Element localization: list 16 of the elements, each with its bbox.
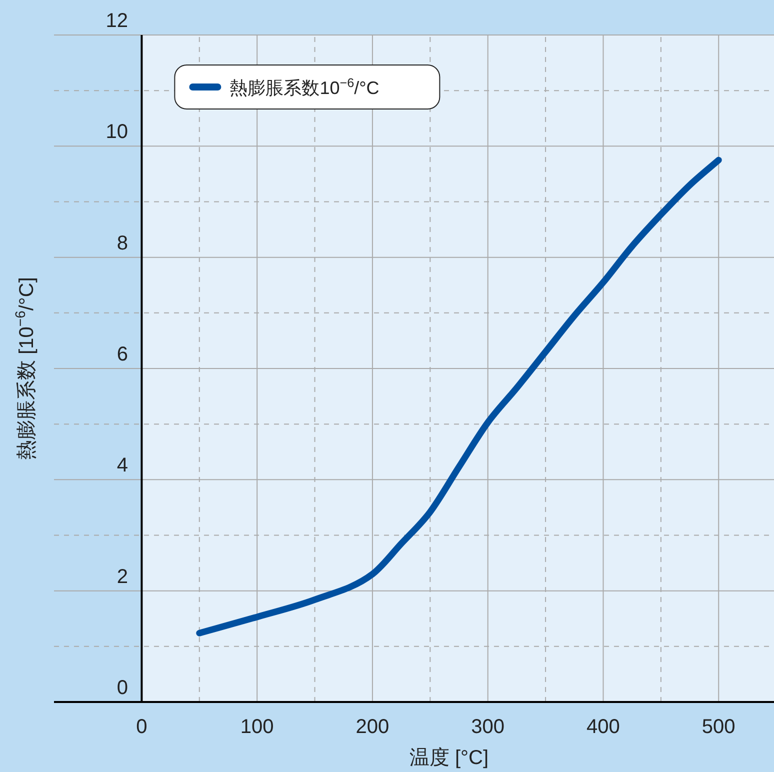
y-tick-label: 2 [116, 566, 128, 588]
x-tick-label: 500 [702, 716, 736, 738]
y-tick-label: 6 [116, 344, 128, 366]
y-tick-label: 0 [116, 677, 128, 699]
y-tick-label: 12 [106, 10, 128, 32]
x-tick-label: 200 [356, 716, 390, 738]
x-tick-label: 300 [471, 716, 505, 738]
x-tick-label: 400 [586, 716, 620, 738]
x-tick-label: 100 [240, 716, 274, 738]
y-tick-label: 8 [116, 232, 128, 254]
x-tick-label: 0 [136, 716, 148, 738]
y-tick-label: 10 [106, 121, 128, 144]
x-axis-title: 温度 [°C] [409, 747, 489, 769]
legend-label: 熱膨脹系数10$^{−6}$/°C [230, 76, 380, 98]
y-tick-label: 4 [116, 454, 128, 477]
legend: 熱膨脹系数10$^{−6}$/°C [174, 64, 440, 110]
